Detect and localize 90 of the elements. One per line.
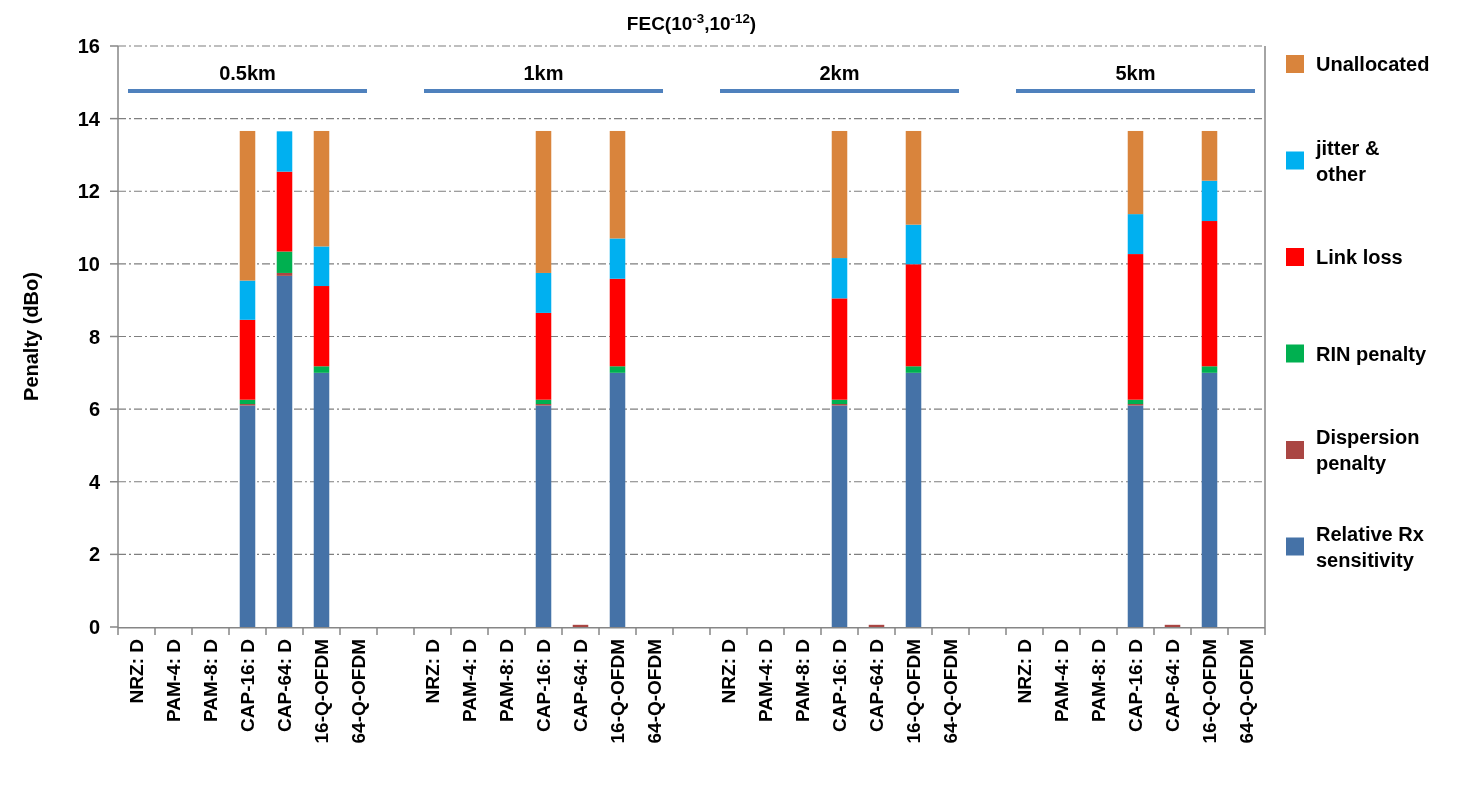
x-tick-label: NRZ: D [1014, 639, 1036, 704]
x-tick-label: CAP-64: D [1162, 639, 1184, 732]
x-tick-label: 64-Q-OFDM [644, 639, 666, 744]
x-tick-label: 16-Q-OFDM [1199, 639, 1221, 744]
x-tick-label: CAP-64: D [274, 639, 296, 732]
y-tick-label: 2 [88, 543, 100, 566]
x-tick-label: 64-Q-OFDM [348, 639, 370, 744]
bar [1201, 180, 1218, 222]
bar [276, 251, 293, 273]
annotation: 5km [1115, 62, 1156, 84]
x-tick-label: PAM-8: D [496, 639, 518, 723]
bar [831, 130, 848, 259]
bar [276, 171, 293, 252]
annotation: 0.5km [219, 62, 276, 84]
y-tick-label: 4 [88, 470, 101, 493]
bar [239, 280, 256, 320]
legend-label: Link loss [1316, 246, 1403, 268]
x-tick-label: PAM-8: D [1088, 639, 1110, 723]
y-tick-label: 16 [77, 35, 100, 57]
x-tick-label: PAM-4: D [163, 639, 185, 723]
legend-label: RIN penalty [1316, 342, 1427, 365]
y-tick-label: 8 [88, 325, 100, 348]
bar [313, 246, 330, 287]
chart-title: FEC(10$^{-3}$,10$^{-12}$) [626, 10, 757, 34]
x-tick-label: CAP-16: D [829, 639, 851, 732]
x-tick-label: PAM-8: D [792, 639, 814, 723]
bar [1127, 254, 1144, 400]
bar [905, 130, 922, 225]
bar [1201, 372, 1218, 627]
x-tick-label: 16-Q-OFDM [607, 639, 629, 744]
annotation: 2km [819, 62, 860, 84]
legend-label: Dispersion penalty [1316, 426, 1420, 474]
bar [609, 278, 626, 367]
bar [276, 272, 293, 276]
bar [905, 366, 922, 373]
bar [276, 131, 293, 172]
bar [1201, 130, 1218, 181]
x-tick-label: CAP-16: D [533, 639, 555, 732]
bar [905, 264, 922, 367]
y-tick-label: 0 [88, 616, 100, 638]
legend-label: Relative Rx sensitivity [1316, 522, 1424, 571]
x-tick-label: 64-Q-OFDM [1236, 639, 1258, 744]
bar [313, 286, 330, 367]
x-tick-label: PAM-4: D [755, 639, 777, 723]
bar [831, 405, 848, 627]
y-tick-label: 14 [77, 107, 101, 130]
bar [535, 130, 552, 273]
bar [239, 130, 256, 281]
x-tick-label: CAP-64: D [866, 639, 888, 732]
bar [1127, 130, 1144, 215]
bar [609, 372, 626, 627]
bar [609, 130, 626, 239]
x-tick-label: 16-Q-OFDM [311, 639, 333, 744]
x-tick-label: CAP-16: D [1125, 639, 1147, 732]
bar [1201, 366, 1218, 373]
bar [276, 275, 293, 627]
bar [535, 272, 552, 313]
y-tick-label: 6 [88, 398, 100, 421]
x-tick-label: 16-Q-OFDM [903, 639, 925, 744]
legend-label: Unallocated [1316, 53, 1430, 75]
x-tick-label: NRZ: D [422, 639, 444, 704]
bar [1127, 405, 1144, 627]
legend-label: jitter & other [1315, 136, 1380, 185]
bar [535, 312, 552, 400]
y-axis-title: Penalty (dBo) [20, 272, 42, 401]
x-tick-label: NRZ: D [126, 639, 148, 704]
bar [313, 372, 330, 627]
y-tick-label: 12 [77, 180, 100, 203]
bar [535, 405, 552, 627]
bar [905, 372, 922, 627]
x-tick-label: 64-Q-OFDM [940, 639, 962, 744]
bar [831, 258, 848, 299]
bar [905, 224, 922, 265]
bar [1127, 214, 1144, 255]
x-tick-label: CAP-64: D [570, 639, 592, 732]
bar [239, 405, 256, 627]
x-tick-label: PAM-8: D [200, 639, 222, 723]
x-tick-label: PAM-4: D [459, 639, 481, 723]
y-tick-label: 10 [77, 252, 100, 275]
bar [239, 319, 256, 400]
bar [609, 238, 626, 279]
bar [1201, 221, 1218, 367]
x-tick-label: CAP-16: D [237, 639, 259, 732]
x-tick-label: NRZ: D [718, 639, 740, 704]
bar [313, 366, 330, 373]
x-tick-label: PAM-4: D [1051, 639, 1073, 723]
bar [313, 130, 330, 247]
bar [831, 298, 848, 400]
bar [609, 366, 626, 373]
annotation: 1km [523, 62, 564, 84]
